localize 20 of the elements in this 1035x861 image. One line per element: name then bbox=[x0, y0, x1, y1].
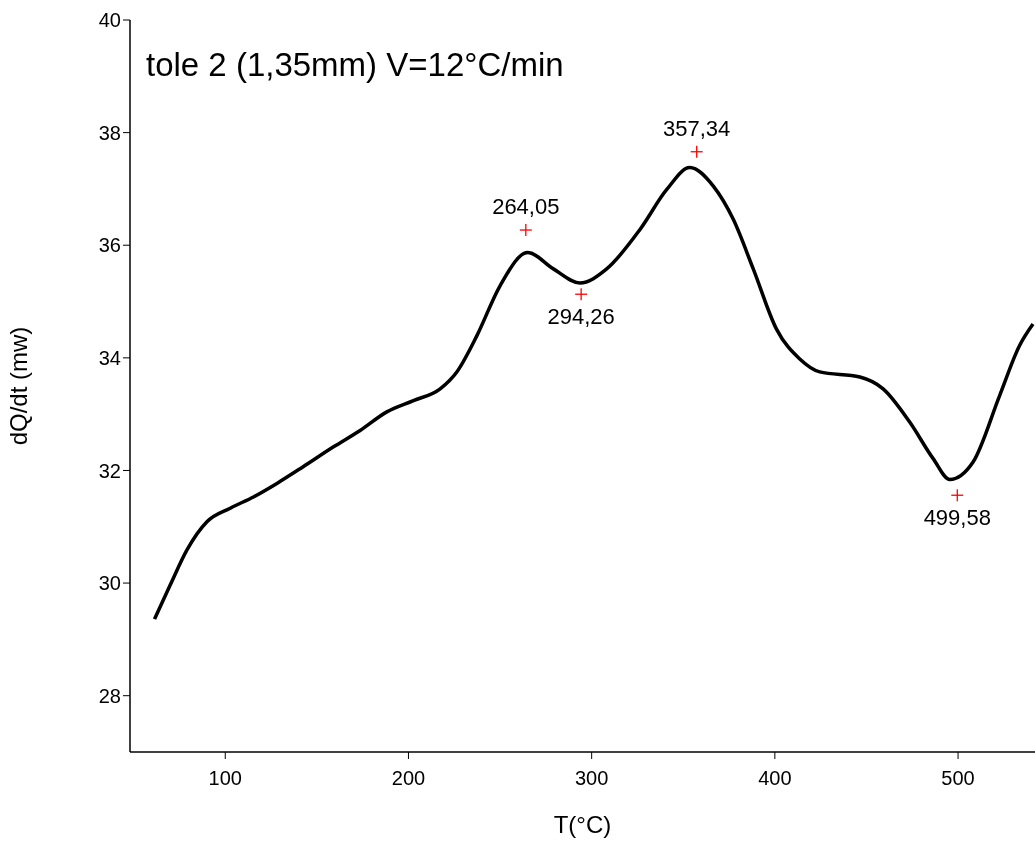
x-tick-label: 200 bbox=[391, 767, 426, 790]
text: tole 2 (1,35mm) V=12°C/min bbox=[146, 46, 564, 84]
x-axis-title: T(°C) bbox=[553, 811, 612, 838]
y-tick-label: 36 bbox=[98, 234, 121, 257]
y-tick-label: 28 bbox=[98, 684, 121, 707]
y-axis-title: dQ/dt (mw) bbox=[4, 326, 32, 446]
y-tick-label: 40 bbox=[98, 9, 121, 32]
y-tick-label: 34 bbox=[98, 346, 121, 369]
y-tick-label: 32 bbox=[98, 459, 121, 482]
annotation: 264,05 bbox=[492, 194, 560, 220]
annotation: 357,34 bbox=[663, 115, 731, 141]
y-tick-label: 30 bbox=[98, 572, 121, 595]
x-tick-label: 300 bbox=[574, 767, 609, 790]
line-series bbox=[152, 165, 1035, 621]
x-tick-label: 400 bbox=[758, 767, 792, 790]
x-tick-label: 500 bbox=[941, 767, 975, 790]
y-tick-label: 38 bbox=[98, 121, 121, 144]
annotation: 499,58 bbox=[923, 504, 991, 530]
annotation: 294,26 bbox=[547, 303, 615, 329]
x-tick-label: 100 bbox=[208, 767, 242, 790]
